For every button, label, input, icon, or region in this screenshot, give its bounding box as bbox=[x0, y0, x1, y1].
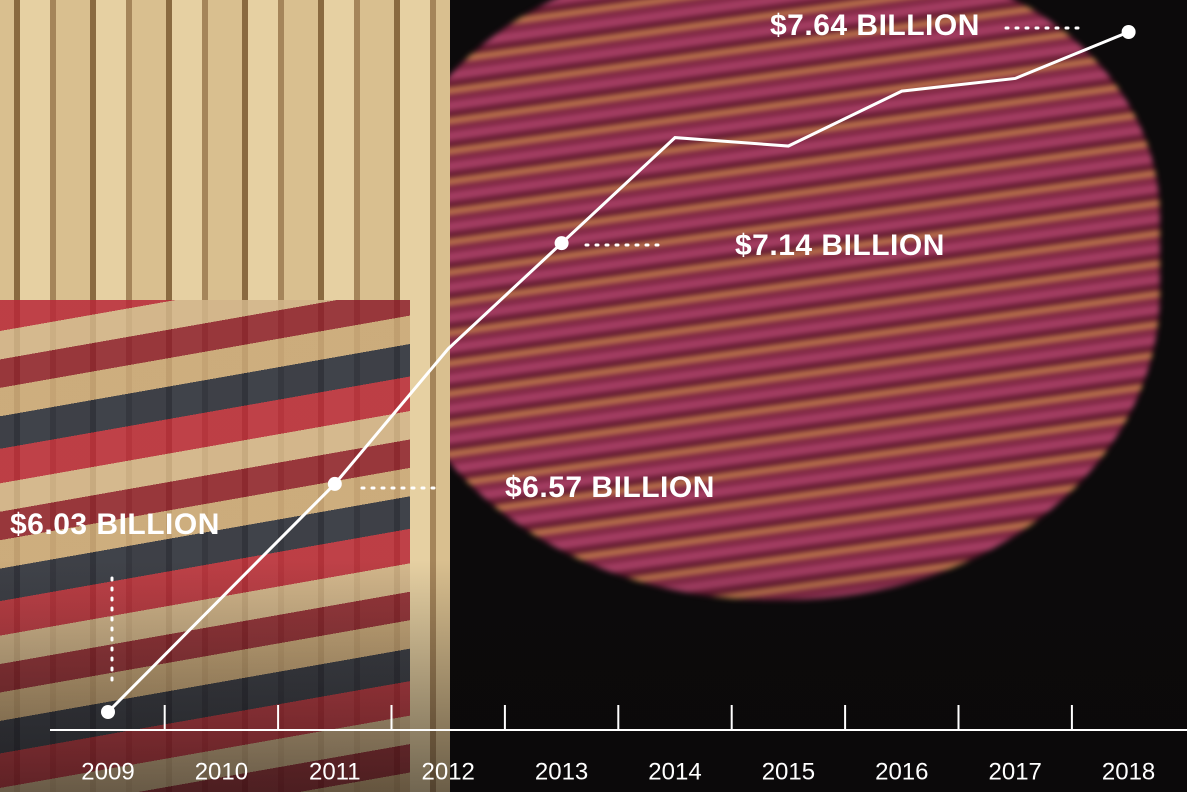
background-shade bbox=[0, 560, 1187, 792]
value-label: $7.64 BILLION bbox=[770, 9, 980, 42]
data-point bbox=[101, 705, 115, 719]
x-tick-label: 2018 bbox=[1102, 758, 1155, 785]
x-tick-label: 2013 bbox=[535, 758, 588, 785]
x-tick-label: 2016 bbox=[875, 758, 928, 785]
x-tick-label: 2014 bbox=[648, 758, 701, 785]
x-tick-label: 2017 bbox=[989, 758, 1042, 785]
x-tick-label: 2010 bbox=[195, 758, 248, 785]
value-label: $6.57 BILLION bbox=[505, 471, 715, 504]
value-label: $6.03 BILLION bbox=[10, 508, 220, 541]
x-tick-label: 2015 bbox=[762, 758, 815, 785]
data-point bbox=[1121, 25, 1136, 39]
x-tick-label: 2009 bbox=[81, 758, 134, 785]
x-tick-label: 2011 bbox=[309, 758, 361, 785]
line bbox=[106, 30, 1130, 714]
data-point bbox=[554, 236, 569, 251]
data-point bbox=[327, 476, 342, 491]
background-photo bbox=[380, 0, 1160, 600]
value-label: $7.14 BILLION bbox=[735, 229, 945, 262]
x-tick-label: 2012 bbox=[422, 758, 475, 785]
